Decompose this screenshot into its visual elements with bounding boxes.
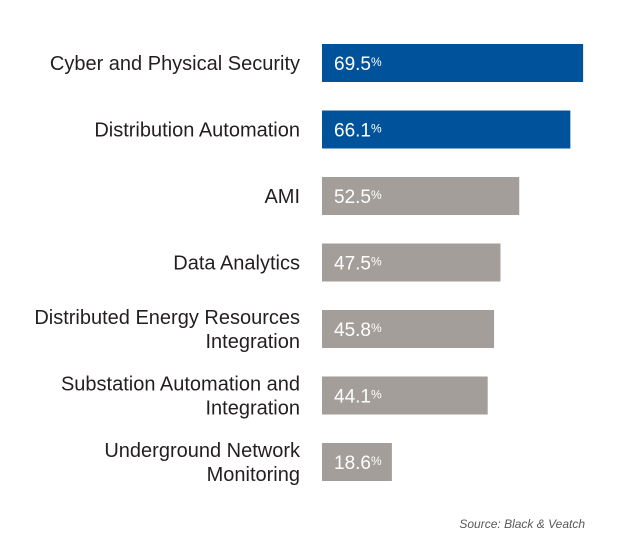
- category-label-6-line-1: Monitoring: [207, 464, 300, 486]
- category-label-0-line-0: Cyber and Physical Security: [50, 53, 300, 75]
- bar-4: [322, 310, 495, 348]
- bar-value-number-5: 44.1: [334, 387, 371, 408]
- bar-value-number-2: 52.5: [334, 187, 371, 208]
- value-labels-group: 69.5%66.1%52.5%47.5%45.8%44.1%18.6%: [334, 54, 382, 474]
- category-label-2-line-0: AMI: [264, 186, 300, 208]
- category-label-4: Distributed Energy Resources Integration: [34, 307, 300, 353]
- category-label-2: AMI: [264, 186, 300, 208]
- bar-value-percent-2: %: [371, 188, 382, 202]
- bar-value-label-1: 66.1%: [334, 121, 382, 142]
- bar-2: [322, 177, 520, 215]
- category-label-3-line-0: Data Analytics: [173, 253, 300, 275]
- category-label-4-line-1: Integration: [205, 331, 300, 353]
- bar-value-label-2: 52.5%: [334, 187, 382, 208]
- bars-group: [322, 44, 584, 481]
- source-note: Source: Black & Veatch: [459, 517, 585, 531]
- bar-value-percent-4: %: [371, 321, 382, 335]
- bar-value-percent-5: %: [371, 388, 382, 402]
- bar-3: [322, 243, 501, 282]
- category-label-5-line-0: Substation Automation and: [61, 374, 300, 396]
- category-label-5: Substation Automation and Integration: [61, 374, 300, 420]
- bar-value-label-0: 69.5%: [334, 54, 382, 75]
- bar-value-number-0: 69.5: [334, 54, 371, 75]
- category-label-6: Underground Network Monitoring: [104, 440, 301, 486]
- bar-value-percent-1: %: [371, 122, 382, 136]
- bar-1: [322, 110, 571, 149]
- category-label-0: Cyber and Physical Security: [50, 53, 300, 75]
- bar-value-percent-6: %: [371, 454, 382, 468]
- bar-value-number-1: 66.1: [334, 121, 371, 142]
- bar-value-label-6: 18.6%: [334, 453, 382, 474]
- bar-0: [322, 44, 584, 82]
- bar-value-number-6: 18.6: [334, 453, 371, 474]
- category-label-3: Data Analytics: [173, 253, 300, 275]
- category-label-4-line-0: Distributed Energy Resources: [34, 307, 300, 329]
- bar-value-percent-3: %: [371, 255, 382, 269]
- bar-value-number-3: 47.5: [334, 254, 371, 275]
- bar-5: [322, 376, 488, 415]
- bar-value-label-5: 44.1%: [334, 387, 382, 408]
- category-label-5-line-1: Integration: [205, 398, 300, 420]
- bar-value-label-4: 45.8%: [334, 320, 382, 341]
- bar-6: [322, 443, 392, 481]
- category-label-1-line-0: Distribution Automation: [94, 120, 300, 142]
- category-labels-group: Cyber and Physical Security Distribution …: [34, 53, 301, 486]
- category-label-6-line-0: Underground Network: [104, 440, 301, 462]
- bar-value-label-3: 47.5%: [334, 254, 382, 275]
- bar-value-number-4: 45.8: [334, 320, 371, 341]
- category-label-1: Distribution Automation: [94, 120, 300, 142]
- bar-value-percent-0: %: [371, 55, 382, 69]
